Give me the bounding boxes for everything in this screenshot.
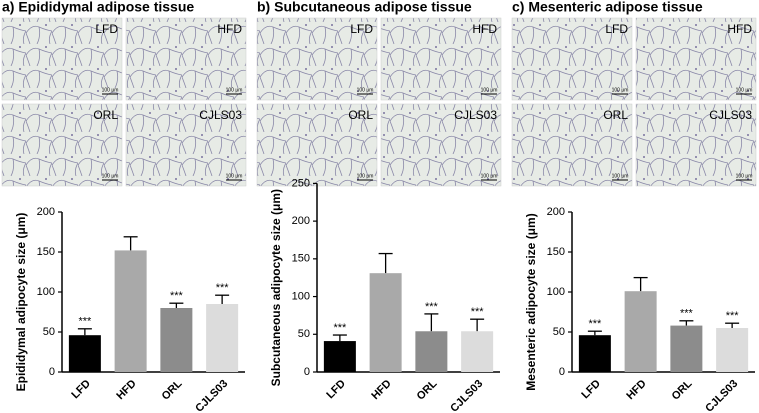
image-label: HFD: [217, 22, 242, 36]
histology-image: [125, 17, 247, 101]
y-tick-label: 150: [37, 246, 55, 258]
significance: ***: [471, 306, 485, 318]
bar: [670, 325, 703, 372]
bar: [369, 273, 402, 372]
image-label: HFD: [472, 22, 497, 36]
histology-image: [380, 103, 502, 187]
scale-label: 100 μm: [357, 173, 374, 179]
scale-label: 100 μm: [612, 173, 629, 179]
significance: ***: [170, 290, 184, 302]
y-tick-label: 0: [304, 366, 310, 378]
image-label: LFD: [95, 22, 118, 36]
y-tick-label: 0: [49, 366, 55, 378]
x-tick-label: HFD: [114, 378, 139, 403]
scale-label: 100 μm: [357, 87, 374, 93]
histology-image: [256, 103, 378, 187]
histology-image: [256, 17, 378, 101]
image-label: LFD: [605, 22, 628, 36]
y-axis-title: Epididymal adipocyte size (μm): [14, 213, 28, 392]
y-tick-label: 200: [37, 206, 55, 218]
significance: ***: [216, 282, 230, 294]
x-tick-label: ORL: [415, 378, 440, 403]
significance: ***: [333, 322, 347, 334]
histology-image: [635, 103, 757, 187]
significance: ***: [726, 310, 740, 322]
bar: [415, 331, 448, 372]
histology-image: [1, 17, 123, 101]
x-tick-label: HFD: [369, 378, 394, 403]
y-tick-label: 250: [292, 177, 310, 189]
scale-label: 100 μm: [102, 173, 119, 179]
panel-title: c) Mesenteric adipose tissue: [512, 0, 703, 15]
y-tick-label: 150: [547, 246, 565, 258]
y-tick-label: 100: [547, 286, 565, 298]
significance: ***: [425, 301, 439, 313]
scale-label: 100 μm: [481, 87, 498, 93]
panel-title: a) Epididymal adipose tissue: [2, 0, 194, 15]
histology-image: [125, 103, 247, 187]
bar: [206, 304, 239, 372]
x-tick-label: ORL: [160, 378, 185, 403]
x-tick-label: LFD: [579, 378, 603, 402]
scale-label: 100 μm: [226, 87, 243, 93]
bar: [461, 331, 494, 372]
x-tick-label: LFD: [69, 378, 93, 402]
bar: [716, 328, 749, 372]
bar: [68, 335, 101, 372]
bar: [323, 341, 356, 372]
scale-label: 100 μm: [226, 173, 243, 179]
y-tick-label: 0: [559, 366, 565, 378]
y-tick-label: 50: [43, 326, 55, 338]
scale-label: 100 μm: [736, 87, 753, 93]
x-tick-label: CJLS03: [703, 378, 740, 413]
bar: [160, 308, 193, 372]
scale-label: 100 μm: [736, 173, 753, 179]
x-tick-label: HFD: [624, 378, 649, 403]
histology-image: [380, 17, 502, 101]
y-tick-label: 150: [292, 253, 310, 265]
significance: ***: [588, 318, 602, 330]
image-label: LFD: [350, 22, 373, 36]
histology-image: [635, 17, 757, 101]
image-label: ORL: [603, 108, 628, 122]
y-axis-title: Subcutaneous adipocyte size (μm): [269, 189, 283, 386]
image-label: CJLS03: [709, 108, 752, 122]
panel-title: b) Subcutaneous adipose tissue: [257, 0, 472, 15]
scale-label: 100 μm: [481, 173, 498, 179]
x-tick-label: CJLS03: [448, 378, 485, 413]
image-label: CJLS03: [454, 108, 497, 122]
y-tick-label: 200: [547, 206, 565, 218]
y-tick-label: 200: [292, 215, 310, 227]
image-label: ORL: [348, 108, 373, 122]
x-tick-label: ORL: [670, 378, 695, 403]
scale-label: 100 μm: [612, 87, 629, 93]
y-tick-label: 100: [292, 290, 310, 302]
bar: [114, 250, 147, 372]
histology-image: [1, 103, 123, 187]
image-label: ORL: [93, 108, 118, 122]
significance: ***: [78, 316, 92, 328]
x-tick-label: CJLS03: [193, 378, 230, 413]
significance: ***: [680, 308, 694, 320]
image-label: CJLS03: [199, 108, 242, 122]
y-tick-label: 100: [37, 286, 55, 298]
histology-image: [511, 17, 633, 101]
bar: [578, 335, 611, 372]
y-tick-label: 50: [553, 326, 565, 338]
y-axis-title: Mesenteric adipocyte size (μm): [524, 213, 538, 390]
scale-label: 100 μm: [102, 87, 119, 93]
image-label: HFD: [727, 22, 752, 36]
histology-image: [511, 103, 633, 187]
y-tick-label: 50: [298, 328, 310, 340]
bar: [624, 291, 657, 372]
x-tick-label: LFD: [324, 378, 348, 402]
